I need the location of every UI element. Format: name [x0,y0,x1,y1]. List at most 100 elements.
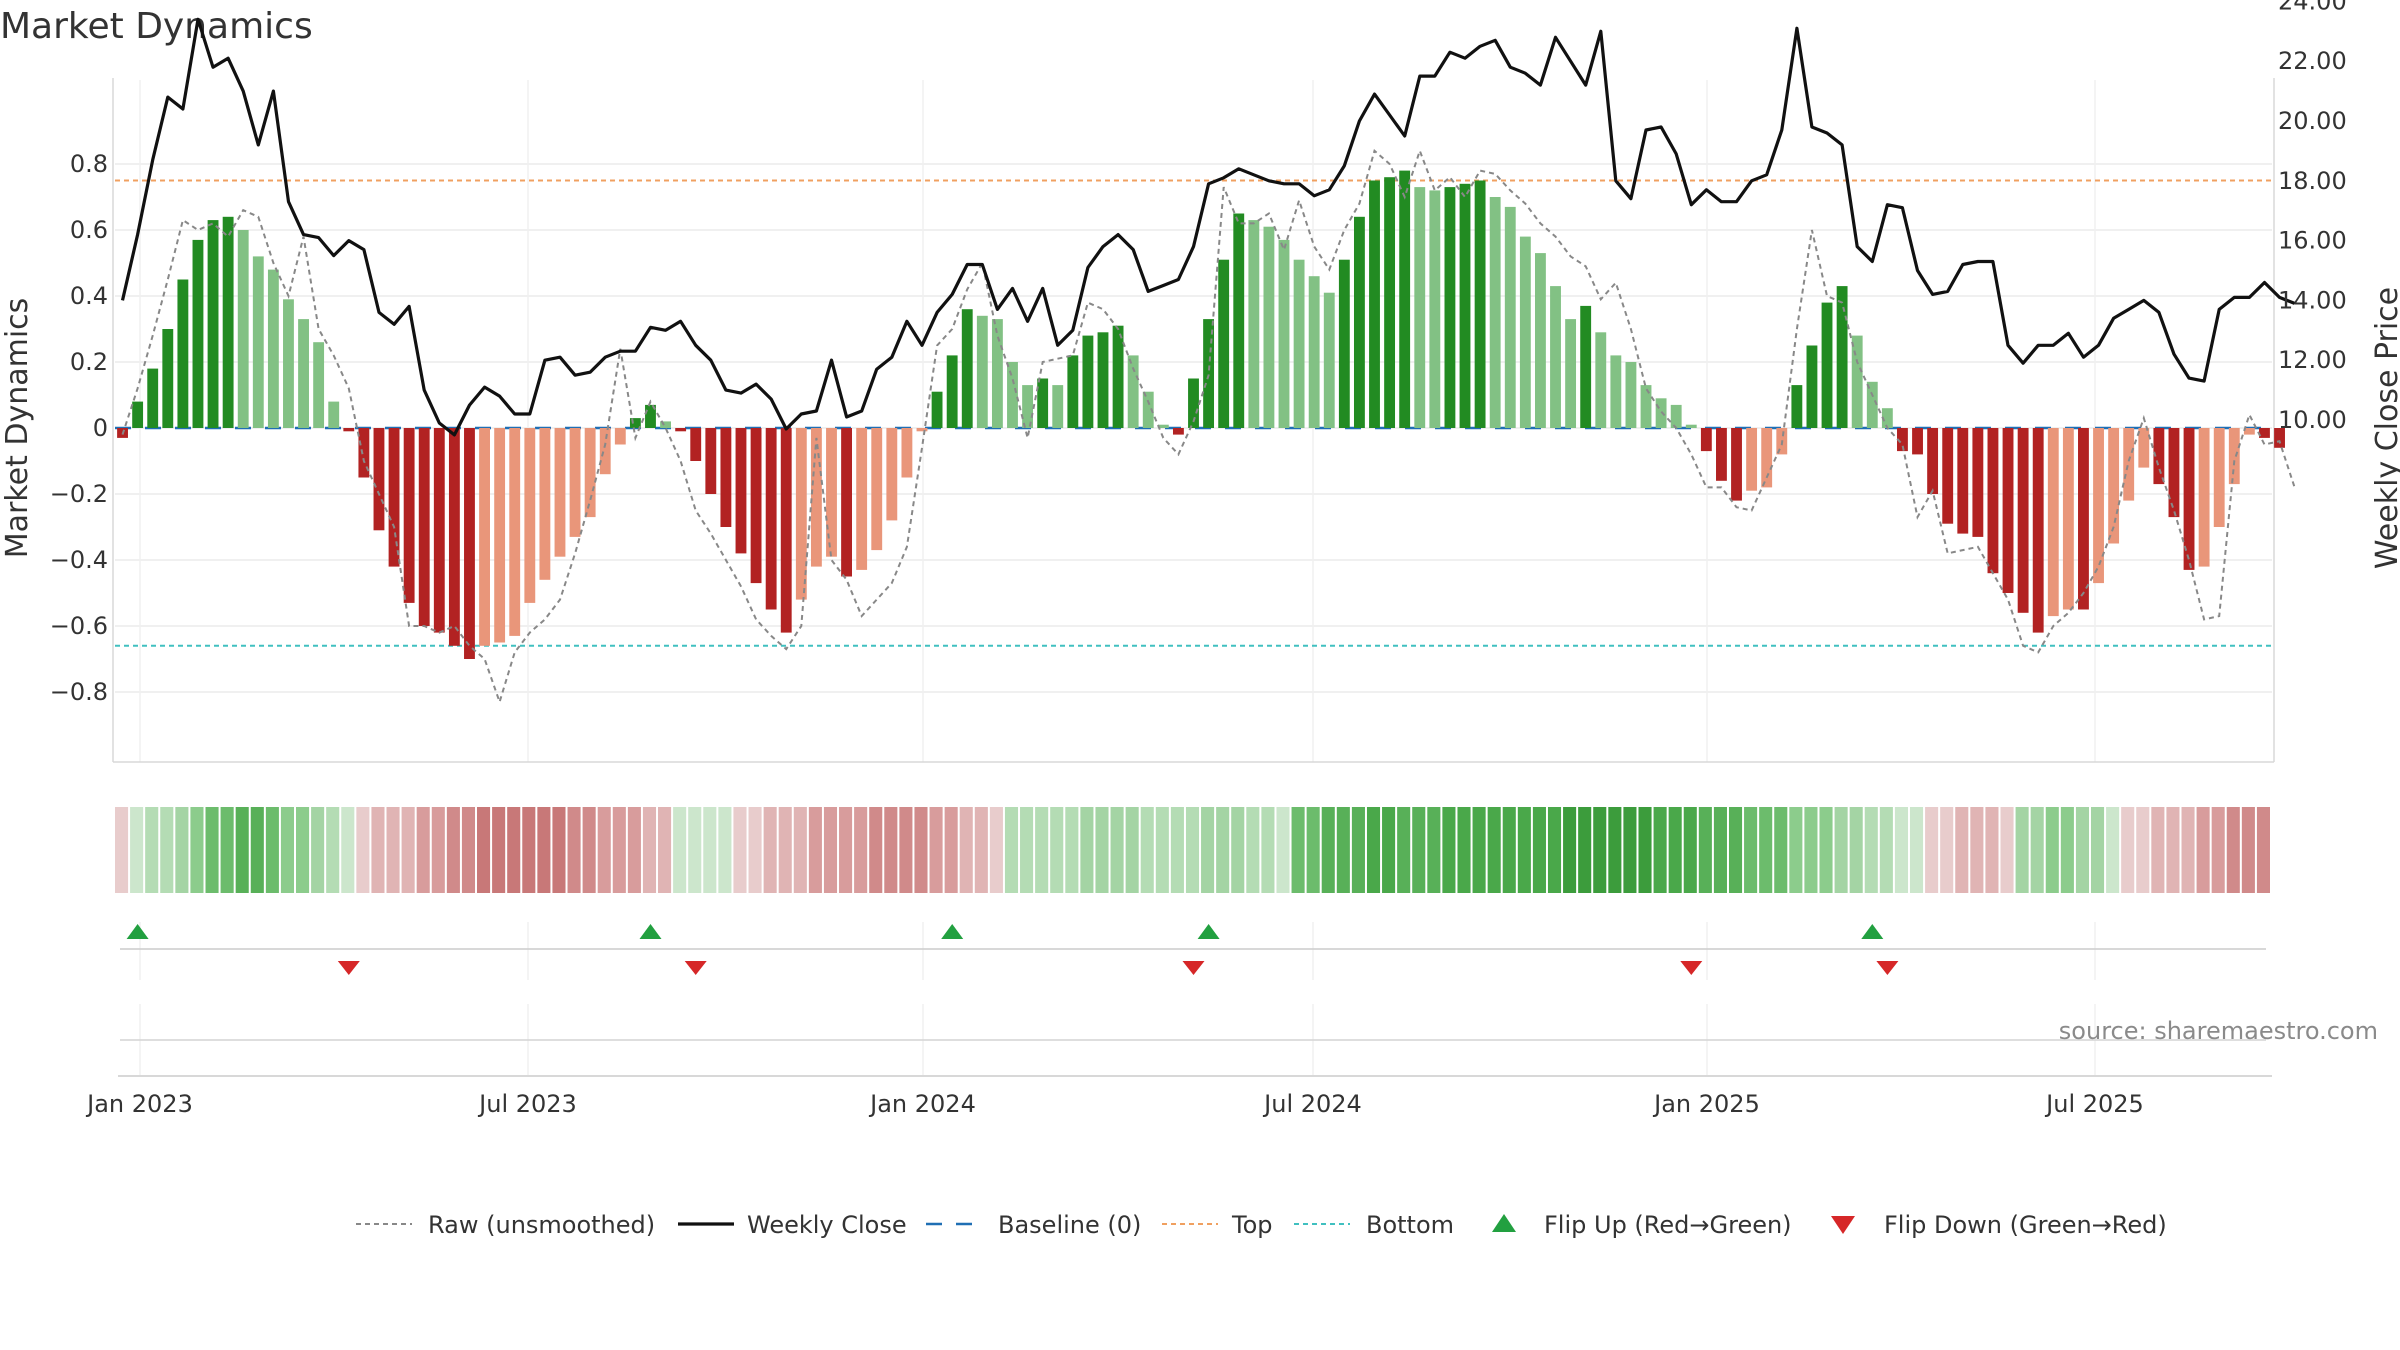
dynamics-bar [2153,428,2165,485]
dynamics-bar [2047,428,2059,617]
dynamics-bar [1399,170,1411,428]
dynamics-bar [705,428,717,494]
dynamics-bar [660,421,671,428]
dynamics-bar [1700,428,1712,452]
regime-cell [1457,807,1471,893]
dynamics-bar [2274,428,2285,448]
regime-cell [356,807,370,893]
dynamics-bar [946,355,958,428]
chart-title: Market Dynamics [0,6,313,47]
regime-cell [2030,807,2044,893]
regime-cell [1834,807,1848,893]
raw-series [121,147,2296,706]
dynamics-bar [1489,197,1501,428]
regime-cell [1819,807,1833,893]
dynamics-bar [1519,236,1531,428]
dynamics-bar [494,428,506,643]
dynamics-bar [2243,428,2255,435]
dynamics-bar [313,342,325,428]
dynamics-bar [1203,319,1215,428]
dynamics-bar [1761,428,1773,488]
dynamics-bar [614,428,626,445]
dynamics-bar [1067,355,1079,428]
dynamics-bar [1323,292,1335,428]
regime-cell [1095,807,1109,893]
flip-down-marker [1182,961,1205,975]
dynamics-bar [252,256,264,428]
x-tick-label: Jul 2025 [2044,1090,2144,1118]
regime-cell [522,807,536,893]
y-tick-label: 0.8 [70,150,108,178]
dynamics-bar [343,428,355,432]
regime-cell [1216,807,1230,893]
regime-cell [1427,807,1441,893]
regime-cell [220,807,234,893]
dynamics-bar [1157,424,1169,428]
dynamics-bar [2123,428,2135,501]
y2-tick-label: 16.00 [2278,227,2347,255]
dynamics-bar [2002,428,2014,593]
regime-cell [1547,807,1562,893]
regime-cell [1668,807,1682,893]
dynamics-bar [464,428,475,659]
regime-cell [989,807,1003,893]
dynamics-bar [1866,381,1878,428]
flip-up-marker [639,924,662,939]
regime-cell [2090,807,2105,893]
regime-cell [944,807,958,893]
dynamics-bar [237,230,249,428]
dynamics-bar [2078,428,2089,610]
x-tick-label: Jul 2024 [1262,1090,1362,1118]
regime-cell [1638,807,1652,893]
regime-cell [869,807,883,893]
dynamics-bar [1338,259,1350,428]
regime-cell [2181,807,2195,893]
regime-cell [658,807,672,893]
dynamics-bar [1731,428,1742,501]
dynamics-bar [298,319,309,428]
regime-cell [1382,807,1396,893]
dynamics-bar [1037,378,1049,428]
dynamics-bar [1007,362,1018,428]
dynamics-bar [283,299,294,428]
regime-cell [854,807,868,893]
regime-cell [839,807,853,893]
dynamics-bar [1625,362,1637,428]
dynamics-bar [222,216,234,428]
regime-cell [235,807,249,893]
flip-down-marker [1876,961,1899,975]
dynamics-bar [1308,276,1320,428]
regime-cell [582,807,596,893]
dynamics-bar [765,428,777,610]
regime-cell [250,807,264,893]
dynamics-bar [162,329,174,428]
dynamics-bar [1172,428,1184,435]
regime-cell [1517,807,1531,893]
dynamics-bar [192,239,204,428]
regime-cell [537,807,551,893]
dynamics-bar [780,428,792,633]
dynamics-bar [2138,428,2150,468]
dynamics-bar [841,428,852,577]
y2-tick-label: 18.00 [2278,167,2347,195]
dynamics-bar [976,315,988,428]
regime-cell [703,807,717,893]
dynamics-bar [629,418,641,428]
dynamics-bar [1927,428,1939,494]
dynamics-bar [479,428,490,646]
regime-cell [597,807,611,893]
dynamics-bar [2017,428,2029,613]
regime-cell [1653,807,1667,893]
regime-cell [2196,807,2210,893]
regime-cell [627,807,641,893]
dynamics-bar [554,428,566,557]
dynamics-bar [1082,335,1094,428]
flip-down-marker [1680,961,1703,975]
legend-label: Bottom [1366,1211,1454,1239]
flip-up-marker [1197,924,1220,939]
dynamics-bar [1942,428,1954,524]
dynamics-bar [1821,302,1833,428]
dynamics-bar [991,319,1003,428]
weekly-close-series [120,17,2296,437]
regime-cell [265,807,279,893]
